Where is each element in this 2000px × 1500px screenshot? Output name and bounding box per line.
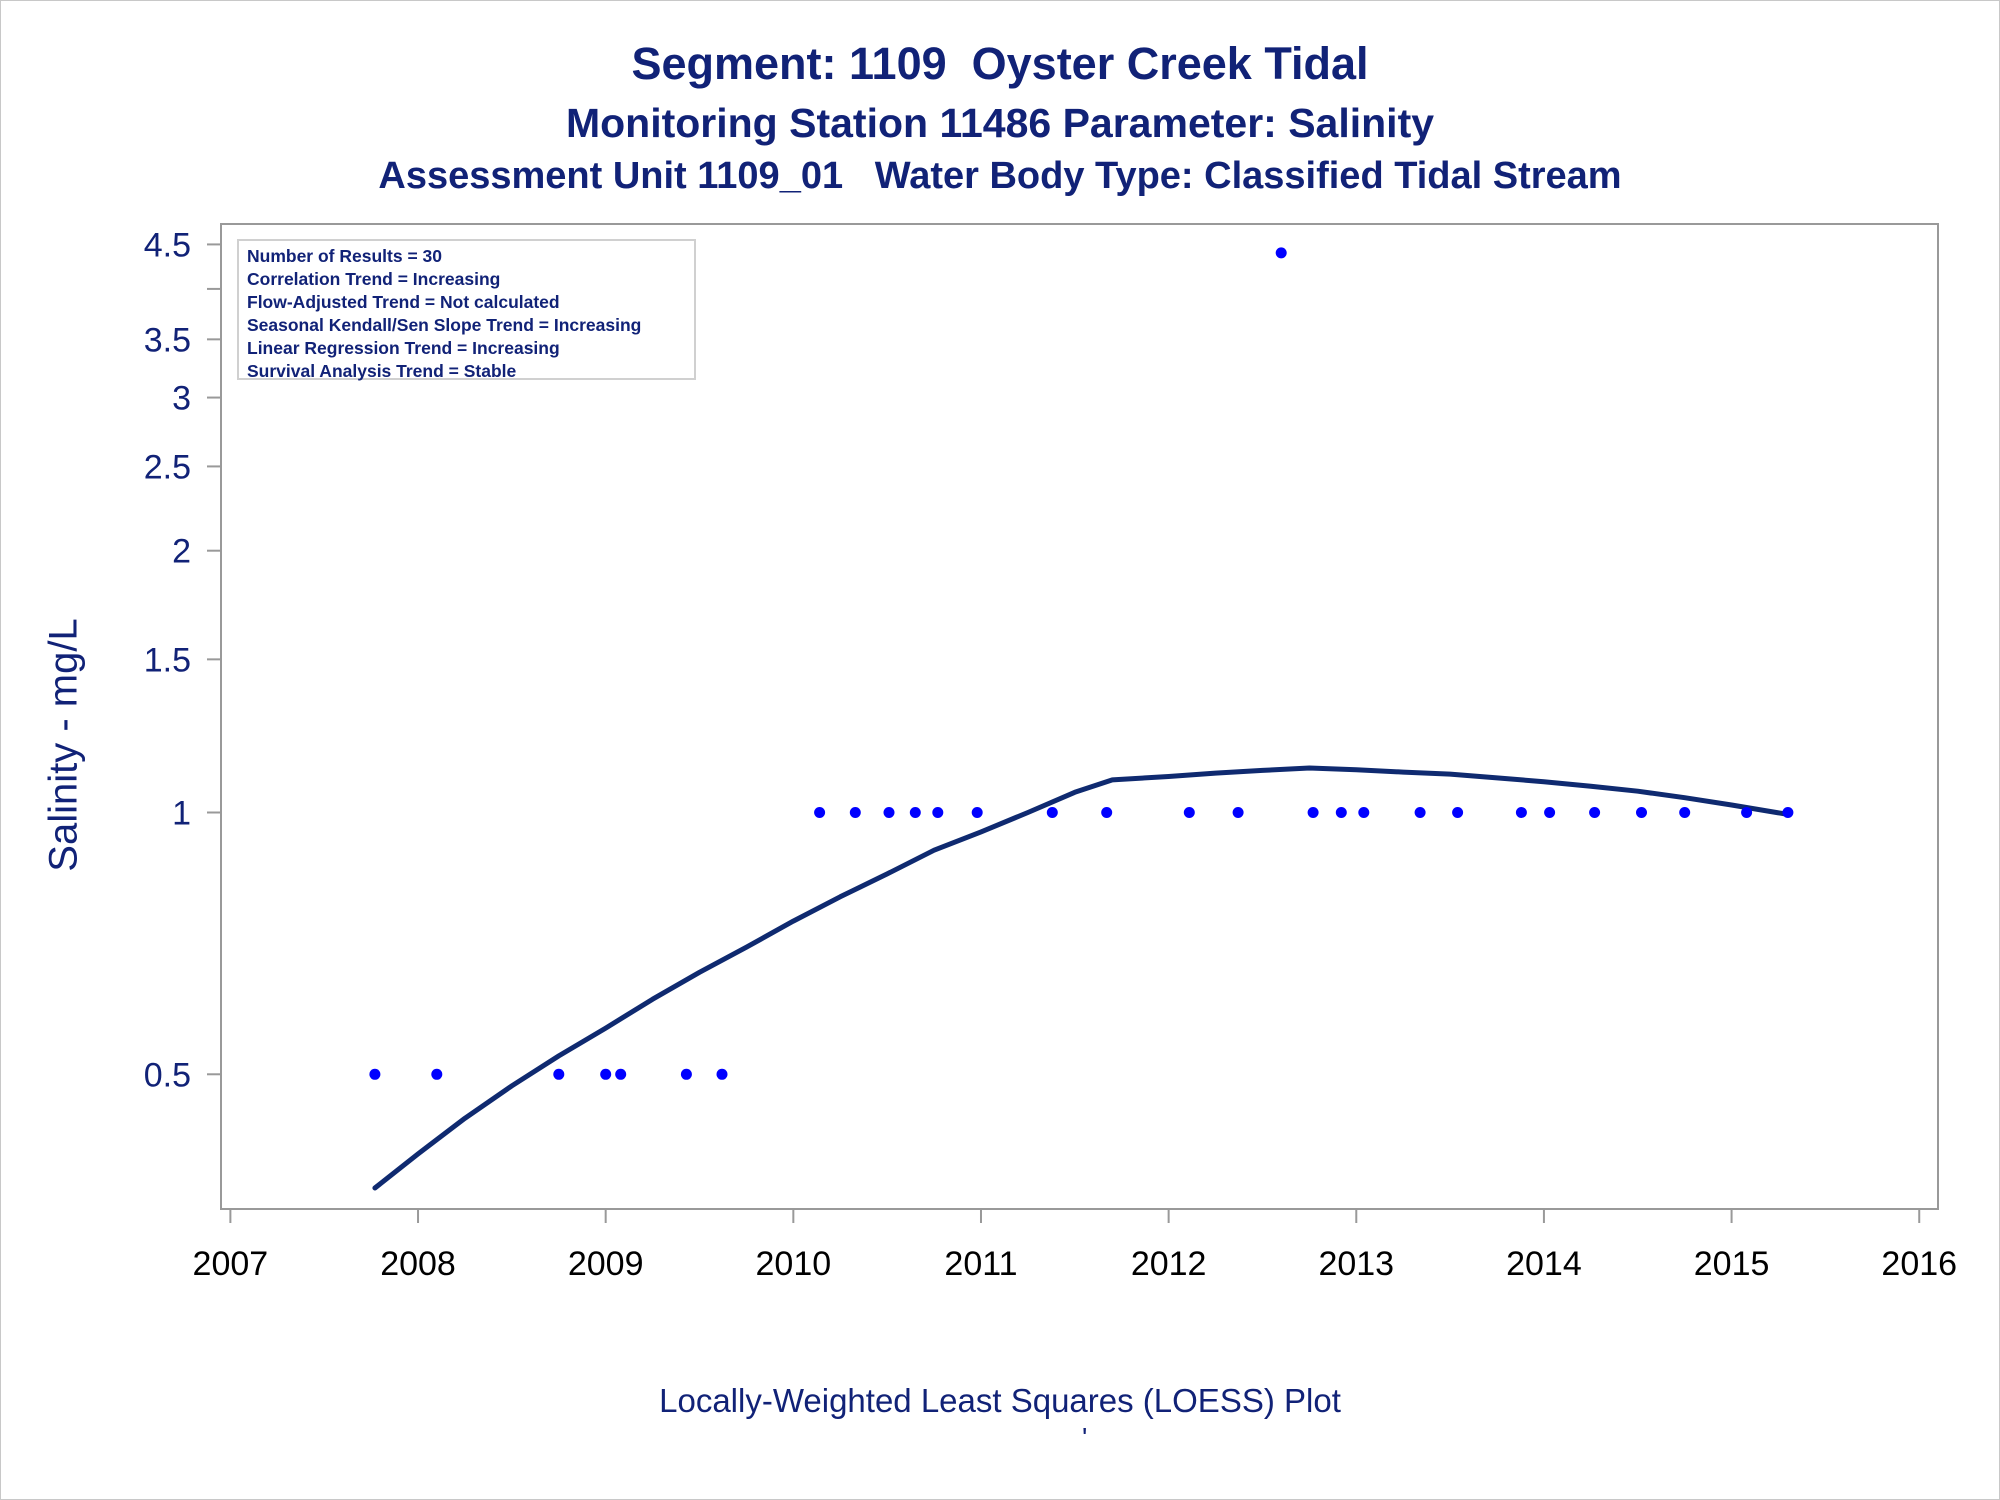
data-point-11 xyxy=(932,807,944,818)
x-tick-label: 2007 xyxy=(193,1245,269,1283)
y-tick-label: 3 xyxy=(172,380,191,418)
data-point-18 xyxy=(1307,807,1319,818)
data-point-17 xyxy=(1275,247,1287,259)
data-point-9 xyxy=(883,807,895,818)
chart-title: Segment: 1109 Oyster Creek Tidal xyxy=(631,38,1369,89)
stats-line-linear-regression: Linear Regression Trend = Increasing xyxy=(247,338,560,358)
data-point-3 xyxy=(600,1068,612,1080)
x-tick-label: 2016 xyxy=(1881,1245,1957,1283)
data-point-27 xyxy=(1679,807,1691,818)
data-point-14 xyxy=(1101,807,1113,818)
x-tick-label: 2008 xyxy=(380,1245,456,1283)
stats-line-seasonal-kendall: Seasonal Kendall/Sen Slope Trend = Incre… xyxy=(247,315,642,335)
data-point-13 xyxy=(1046,807,1058,818)
data-point-22 xyxy=(1452,807,1464,818)
data-point-16 xyxy=(1232,807,1244,818)
data-point-0 xyxy=(369,1068,381,1080)
y-tick-label: 1.5 xyxy=(144,641,191,679)
data-point-26 xyxy=(1636,807,1647,818)
data-point-7 xyxy=(814,807,826,818)
data-point-4 xyxy=(615,1068,627,1080)
data-point-19 xyxy=(1335,807,1347,818)
y-axis-label: Salinity - mg/L xyxy=(41,618,86,872)
x-tick-label: 2013 xyxy=(1318,1245,1394,1283)
y-tick-label: 0.5 xyxy=(144,1056,191,1094)
data-point-24 xyxy=(1544,807,1556,818)
x-axis-caption: Locally-Weighted Least Squares (LOESS) P… xyxy=(659,1382,1341,1419)
x-tick-label: 2015 xyxy=(1694,1245,1770,1283)
x-tick-label: 2009 xyxy=(568,1245,644,1283)
data-point-1 xyxy=(431,1068,443,1080)
data-point-21 xyxy=(1414,807,1426,818)
data-point-29 xyxy=(1782,807,1794,818)
chart-subtitle: Monitoring Station 11486 Parameter: Sali… xyxy=(565,100,1435,146)
data-point-12 xyxy=(971,807,983,818)
data-point-15 xyxy=(1183,807,1195,818)
data-point-23 xyxy=(1515,807,1527,818)
footer-mark: ' xyxy=(1082,1422,1088,1453)
data-point-2 xyxy=(553,1068,565,1080)
stats-line-survival: Survival Analysis Trend = Stable xyxy=(247,361,517,381)
stats-line-flow-adjusted: Flow-Adjusted Trend = Not calculated xyxy=(247,292,560,312)
data-point-8 xyxy=(849,807,861,818)
chart-subtitle-secondary: Assessment Unit 1109_01 Water Body Type:… xyxy=(378,155,1622,197)
data-point-28 xyxy=(1741,807,1753,818)
data-point-6 xyxy=(716,1068,728,1080)
stats-line-correlation: Correlation Trend = Increasing xyxy=(247,269,501,289)
y-tick-label: 4.5 xyxy=(144,226,191,264)
y-tick-label: 3.5 xyxy=(144,321,191,359)
x-tick-label: 2011 xyxy=(944,1245,1017,1283)
data-point-25 xyxy=(1589,807,1601,818)
data-point-20 xyxy=(1358,807,1370,818)
data-points xyxy=(369,247,1794,1080)
data-point-5 xyxy=(680,1068,692,1080)
x-tick-label: 2010 xyxy=(756,1245,832,1283)
y-tick-label: 1 xyxy=(172,794,191,832)
stats-legend-box: Number of Results = 30 Correlation Trend… xyxy=(237,239,696,381)
x-tick-label: 2014 xyxy=(1506,1245,1582,1283)
x-tick-label: 2012 xyxy=(1131,1245,1207,1283)
y-axis: 0.5 1 1.5 2 2.5 3 3.5 4.5 xyxy=(144,226,221,1094)
plot-area xyxy=(220,223,1939,1210)
x-axis: 2007 2008 2009 2010 2011 2012 2013 2014 2015 2016 xyxy=(193,1209,1957,1283)
data-point-10 xyxy=(909,807,921,818)
loess-curve-group xyxy=(372,765,1791,1191)
stats-line-results: Number of Results = 30 xyxy=(247,246,442,266)
loess-curve xyxy=(372,765,1791,1191)
y-tick-label: 2 xyxy=(172,533,191,571)
y-tick-label: 2.5 xyxy=(144,448,191,486)
